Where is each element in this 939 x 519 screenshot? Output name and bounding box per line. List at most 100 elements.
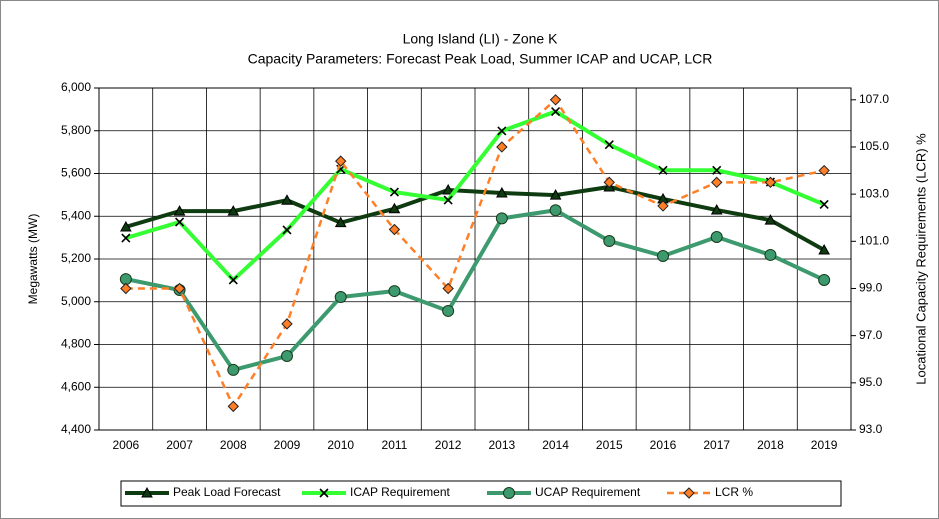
marker [388,202,401,214]
x-tick-label: 2011 [382,438,408,452]
marker [819,199,829,210]
marker [335,155,347,167]
marker [120,282,132,295]
marker [281,194,293,205]
marker [121,233,131,243]
marker [604,140,614,150]
x-tick-label: 2014 [542,438,569,452]
y2-tick-label: 101.0 [859,233,889,247]
y2-axis-label: Locational Capacity Requirements (LCR) % [913,133,928,385]
marker [657,200,669,212]
marker [710,204,723,215]
marker [711,176,723,189]
marker [227,400,239,413]
x-tick-label: 2009 [274,438,301,452]
x-tick-label: 2019 [811,438,838,452]
marker [497,126,507,136]
marker [764,214,777,225]
marker [282,225,292,235]
x-tick-label: 2007 [166,438,193,452]
marker [442,282,454,295]
y2-tick-label: 105.0 [859,139,889,153]
marker [549,189,562,200]
marker [120,220,132,232]
marker [712,165,722,175]
marker [710,230,723,243]
y-tick-label: 5,800 [61,123,91,137]
legend-label: Peak Load Forecast [173,485,281,499]
y-tick-label: 5,000 [61,294,91,308]
marker [334,216,347,228]
legend-marker [319,488,329,498]
legend-box [120,480,842,507]
y2-tick-label: 99.0 [859,281,883,295]
marker [549,94,562,106]
legend-label: ICAP Requirement [350,485,450,499]
chart-subtitle: Capacity Parameters: Forecast Peak Load,… [248,51,713,67]
marker [549,204,562,217]
marker [227,363,240,376]
marker [818,273,831,286]
series-line [125,97,825,410]
legend-label: UCAP Requirement [535,485,641,499]
x-tick-label: 2006 [113,438,140,452]
marker [551,106,561,117]
marker [818,243,830,255]
series-line [125,184,826,252]
marker [334,291,347,304]
legend-label: LCR % [715,485,753,499]
marker [388,285,401,298]
x-tick-label: 2010 [327,438,354,452]
marker [442,304,455,317]
y-tick-label: 4,400 [61,422,91,436]
legend-marker [503,487,515,499]
y2-tick-label: 97.0 [859,328,883,342]
marker [388,223,401,236]
y-tick-label: 4,800 [61,337,91,351]
y2-tick-label: 103.0 [859,186,889,200]
y2-tick-label: 107.0 [859,92,889,106]
y-tick-label: 6,000 [61,80,91,94]
marker [495,212,508,225]
y2-tick-label: 93.0 [859,422,883,436]
marker [496,186,508,198]
marker [281,318,293,330]
y-axis-label: Megawatts (MW) [26,214,40,305]
y-tick-label: 5,400 [61,208,91,222]
marker [764,248,777,261]
marker [442,183,454,195]
x-tick-label: 2013 [489,438,516,452]
marker [657,250,669,263]
marker [173,282,186,295]
marker [227,205,240,216]
series-line [125,208,825,373]
marker [281,350,293,363]
y-tick-label: 5,600 [61,166,91,180]
x-tick-label: 2017 [703,438,730,452]
y2-tick-label: 95.0 [859,375,883,389]
marker [658,165,668,175]
marker [173,205,186,216]
marker [228,275,238,285]
marker [603,235,616,248]
series-line [125,109,825,283]
legend-marker [141,486,153,498]
marker [764,176,777,189]
y-tick-label: 5,200 [61,251,91,265]
x-tick-label: 2008 [220,438,247,452]
x-tick-label: 2016 [650,438,677,452]
x-tick-label: 2018 [757,438,784,452]
legend-marker [683,487,695,499]
marker [818,164,830,177]
marker [443,195,453,205]
marker [175,217,185,227]
marker [389,187,399,197]
marker [603,176,615,189]
x-tick-label: 2012 [435,438,462,452]
y-tick-label: 4,600 [61,379,91,393]
x-tick-label: 2015 [596,438,623,452]
marker [496,141,508,153]
chart-title: Long Island (LI) - Zone K [403,31,559,47]
